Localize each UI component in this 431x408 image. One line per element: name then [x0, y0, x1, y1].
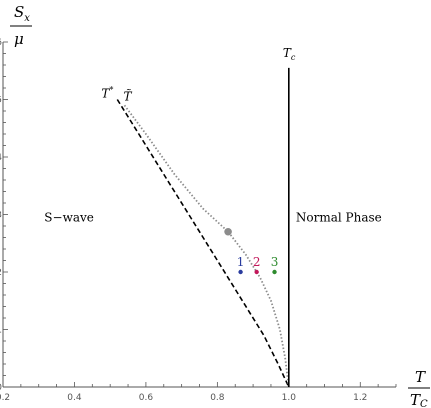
y-label-denominator: μ	[14, 30, 24, 48]
svg-text:TC: TC	[410, 391, 428, 408]
point-marker-1	[238, 269, 243, 275]
t-star-dashed-curve	[116, 99, 290, 388]
x-tick-label: 1.0	[282, 393, 297, 403]
y-tick-label: 0.6	[0, 38, 2, 48]
y-label-subscript: x	[24, 13, 30, 24]
t-star-superscript: *	[109, 86, 113, 95]
point-label-3: 3	[271, 255, 279, 269]
y-ticks: 0.0 0.1 0.2 0.3 0.4 0.5 0.6	[0, 38, 8, 393]
y-axis-label: Sx μ	[10, 3, 32, 48]
t-c-main: T	[283, 46, 292, 60]
point-marker-2	[254, 269, 259, 275]
point-marker-3	[272, 269, 277, 275]
y-label-numerator: S	[14, 3, 24, 21]
critical-point-marker	[224, 227, 232, 236]
y-tick-label: 0.0	[0, 383, 2, 393]
x-ticks: 0.2 0.4 0.6 0.8 1.0 1.2	[0, 382, 397, 403]
x-tick-label: 0.2	[0, 393, 10, 403]
x-tick-label: 0.4	[67, 393, 82, 403]
t-tilde-dotted-curve	[123, 104, 290, 388]
x-label-numerator: T	[415, 368, 426, 386]
y-tick-label: 0.4	[0, 153, 2, 163]
t-c-subscript: c	[291, 53, 296, 62]
x-tick-label: 0.8	[210, 393, 225, 403]
x-tick-label: 1.2	[353, 393, 367, 403]
y-tick-label: 0.5	[0, 96, 2, 106]
axes: 0.2 0.4 0.6 0.8 1.0 1.2 0.0 0.1 0.2 0.3 0.4 0.5 0.6	[0, 38, 397, 403]
x-tick-label: 0.6	[139, 393, 154, 403]
x-label-denominator: T	[410, 391, 421, 408]
y-tick-label: 0.1	[0, 326, 2, 336]
y-tick-label: 0.2	[0, 268, 2, 278]
point-label-2: 2	[253, 255, 261, 269]
x-axis-label: T TC	[408, 368, 430, 408]
t-star-main: T	[101, 87, 110, 101]
annotation-normal-phase: Normal Phase	[296, 210, 382, 224]
curve-label-t-star: T*	[101, 86, 113, 101]
point-label-1: 1	[237, 255, 245, 269]
curve-label-t-tilde: T̃	[123, 88, 132, 103]
y-tick-label: 0.3	[0, 211, 2, 221]
curve-label-t-c: Tc	[283, 46, 296, 62]
series-layer	[116, 67, 290, 388]
annotation-s-wave: S−wave	[44, 210, 94, 224]
x-label-den-subscript: C	[420, 399, 428, 408]
svg-text:Sx: Sx	[14, 3, 30, 24]
